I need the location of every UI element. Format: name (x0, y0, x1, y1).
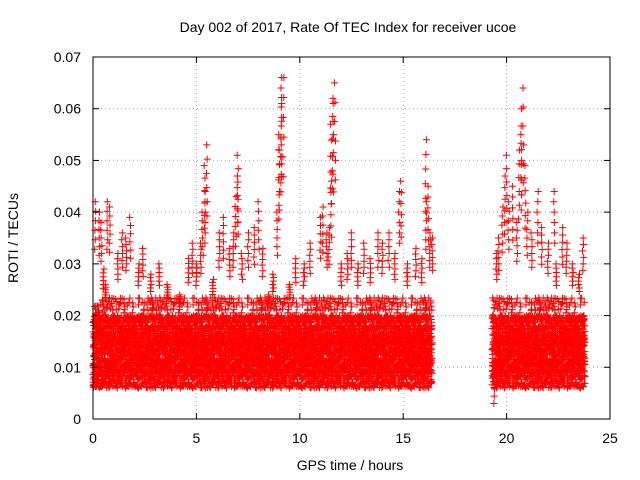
data-point-band (95, 307, 103, 315)
data-point-band (126, 294, 134, 302)
data-point-band (116, 298, 124, 306)
data-point-band (105, 384, 113, 392)
data-point-band (113, 384, 121, 392)
data-points (89, 74, 589, 407)
grid (93, 57, 610, 419)
data-point-band (104, 301, 112, 309)
data-point-band (125, 298, 133, 306)
data-point-band (108, 302, 116, 310)
data-point-band (109, 306, 117, 314)
data-point-band (103, 304, 111, 312)
